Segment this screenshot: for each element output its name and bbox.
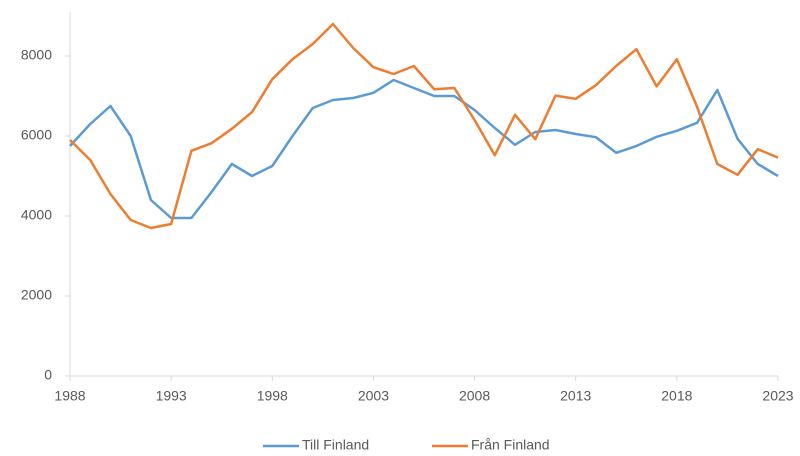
y-tick-label: 8000 <box>21 47 52 63</box>
x-tick-label: 2023 <box>762 388 793 404</box>
x-tick-label: 2013 <box>560 388 591 404</box>
legend-label: Till Finland <box>302 437 369 453</box>
x-tick-label: 2008 <box>459 388 490 404</box>
x-tick-label: 2018 <box>661 388 692 404</box>
x-tick-label: 1988 <box>54 388 85 404</box>
series-line <box>69 78 779 220</box>
x-tick-label: 2003 <box>358 388 389 404</box>
y-tick-label: 0 <box>44 367 52 383</box>
x-tick-label: 1998 <box>257 388 288 404</box>
x-tick-label: 1993 <box>156 388 187 404</box>
y-tick-label: 6000 <box>21 127 52 143</box>
legend-label: Från Finland <box>471 437 550 453</box>
y-tick-label: 4000 <box>21 207 52 223</box>
series-line <box>69 22 779 230</box>
y-tick-label: 2000 <box>21 287 52 303</box>
